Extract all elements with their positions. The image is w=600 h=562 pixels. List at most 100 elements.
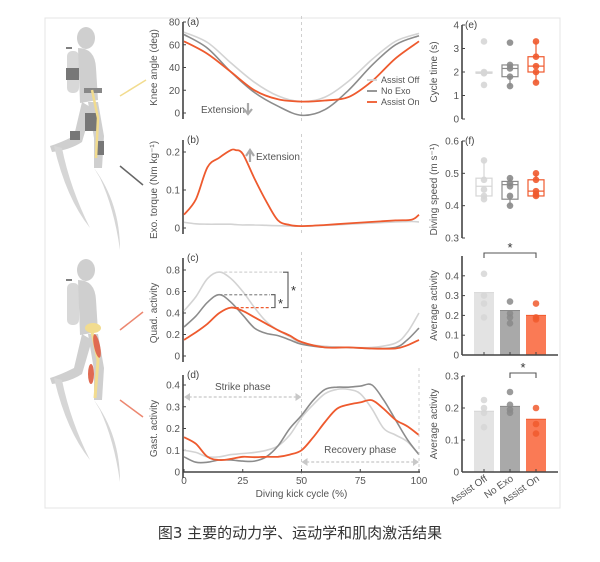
chart-knee-angle: 0 20 40 60 80 Knee angle (deg) (a) Assist OffNo… (149, 16, 420, 121)
data-point (506, 82, 514, 90)
data-point (480, 186, 488, 193)
connector-line (119, 399, 144, 418)
y-tick-label: 0 (453, 468, 459, 479)
bar-assist-off (474, 396, 494, 472)
y-tick-label: 0 (174, 468, 180, 479)
data-point (506, 73, 514, 80)
data-point (506, 314, 514, 321)
data-point (506, 401, 514, 409)
y-tick-label: 0.4 (445, 271, 459, 282)
y-tick-label: 0.4 (166, 381, 180, 392)
y-tick-label: 0.2 (445, 404, 459, 415)
series-assist-on (183, 148, 420, 228)
data-point (506, 409, 514, 417)
data-point (532, 404, 540, 412)
y-axis-label: Knee angle (deg) (149, 29, 160, 106)
chart-quad-activity: 0 0.2 0.4 0.6 0.8 Quad. activity (c) * * (149, 252, 420, 364)
panel-label: (a) (187, 17, 199, 28)
chart-quad-average-activity: 0 0.1 0.2 0.3 0.4 Average activity * (429, 240, 558, 362)
y-tick-label: 0 (453, 351, 459, 362)
y-tick-label: 0.6 (166, 287, 180, 298)
y-tick-label: 0.4 (445, 201, 459, 212)
data-point (506, 298, 514, 305)
panel-label: (d) (187, 370, 199, 381)
data-point (532, 38, 540, 45)
shank-cuff (96, 141, 104, 155)
x-tick-label: 25 (237, 476, 249, 487)
data-point (480, 409, 488, 417)
data-point (532, 62, 540, 70)
panel-label: (c) (187, 253, 199, 264)
significance-bracket (283, 271, 289, 309)
y-tick-label: 0.1 (445, 436, 459, 447)
y-tick-label: 0.2 (166, 330, 180, 341)
y-tick-label: 0 (453, 115, 459, 126)
y-tick-label: 0.1 (445, 331, 459, 342)
significance-bracket (509, 372, 537, 378)
series-assist-off (183, 388, 420, 458)
x-tick-label: 0 (181, 476, 187, 487)
box-assist-on (527, 170, 545, 200)
series-assist-on (183, 306, 420, 350)
y-tick-label: 1 (453, 91, 459, 102)
data-point (480, 38, 488, 45)
y-tick-label: 0.4 (166, 309, 180, 320)
y-axis-label: Diving speed (m s⁻¹) (429, 144, 440, 236)
diver-exoskeleton-illustration (50, 27, 147, 250)
y-tick-label: 60 (169, 40, 181, 51)
data-point (506, 182, 514, 190)
y-tick-label: 4 (453, 21, 459, 32)
recovery-phase-label: Recovery phase (324, 445, 397, 456)
arrow-up-icon (245, 148, 255, 162)
series-assist-off (183, 220, 420, 227)
figure-caption: 图3 主要的动力学、运动学和肌肉激活结果 (157, 524, 443, 542)
y-tick-label: 0.3 (166, 402, 180, 413)
significance-star: * (507, 240, 512, 255)
connector-line (119, 165, 144, 186)
data-point (532, 170, 540, 177)
box-no-exo (501, 39, 519, 90)
thigh-cuff (85, 113, 97, 131)
box-assist-on (527, 38, 545, 86)
legend-label: No Exo (381, 86, 411, 96)
y-axis-label: Gast. activity (149, 400, 160, 457)
y-tick-label: 0.1 (166, 186, 180, 197)
y-tick-label: 0.1 (166, 446, 180, 457)
annotation-extension: Extension (201, 105, 245, 116)
strike-phase-label: Strike phase (215, 382, 271, 393)
data-point (532, 68, 540, 76)
y-tick-label: 2 (453, 68, 459, 79)
x-tick-label: 100 (411, 476, 428, 487)
series-assist-on (183, 40, 420, 103)
gastrocnemius-muscle (88, 364, 94, 384)
annotation-extension: Extension (256, 152, 300, 163)
y-tick-label: 40 (169, 63, 181, 74)
y-tick-label: 80 (169, 18, 181, 29)
connector-line (119, 79, 147, 97)
y-tick-label: 0.3 (445, 234, 459, 245)
panel-label: (b) (187, 135, 199, 146)
bar-assist-on (526, 300, 546, 355)
bar-assist-on (526, 404, 546, 472)
chart-exo-torque: 0 0.1 0.2 Exo. torque (Nm kg⁻¹) (b) Extension (149, 134, 420, 239)
y-tick-label: 0.2 (166, 424, 180, 435)
data-point (532, 192, 540, 200)
y-tick-label: 0 (174, 352, 180, 363)
chart-gast-activity: 0 0.1 0.2 0.3 0.4 Gast. activity (d) 0 25 50 75 100… (149, 368, 428, 500)
y-tick-label: 0 (174, 109, 180, 120)
data-point (480, 404, 488, 412)
data-point (532, 53, 540, 61)
data-point (532, 420, 540, 428)
data-point (506, 202, 514, 209)
y-tick-label: 20 (169, 86, 181, 97)
y-tick-label: 3 (453, 44, 459, 55)
y-tick-label: 0.2 (445, 311, 459, 322)
data-point (480, 195, 488, 203)
chart-diving-speed: 0.3 0.4 0.5 0.6 Diving speed (m s⁻¹) (f) (429, 136, 545, 245)
data-point (480, 81, 488, 89)
legend-label: Assist Off (381, 75, 420, 85)
significance-star: * (291, 283, 296, 298)
bar-no-exo (500, 298, 520, 355)
y-tick-label: 0.3 (445, 372, 459, 383)
